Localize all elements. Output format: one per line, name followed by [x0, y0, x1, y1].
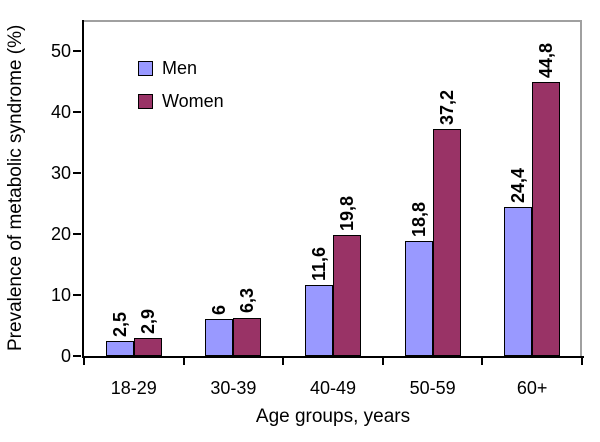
bar-women-50-59: [432, 128, 461, 356]
x-tick-mark: [581, 358, 583, 365]
y-tick-mark: [73, 232, 81, 235]
y-tick-label: 0: [60, 346, 71, 366]
y-tick-label: 30: [50, 162, 71, 183]
bar-women-30-39: [233, 317, 262, 356]
bar-value-label-women-18-29: 2,9: [137, 309, 158, 335]
y-tick-mark: [73, 110, 81, 113]
bar-women-18-29: [133, 338, 162, 356]
bar-women-40-49: [333, 235, 361, 356]
bar-men-50-59: [404, 241, 433, 356]
bar-value-label-women-30-39: 6,3: [237, 288, 258, 314]
bar-men-60+: [504, 206, 533, 356]
bar-value-label-men-60+: 24,4: [508, 167, 529, 203]
x-tick-mark: [83, 358, 85, 365]
bar-men-18-29: [105, 340, 134, 356]
bar-value-label-women-60+: 44,8: [536, 43, 557, 79]
x-category-label: 40-49: [309, 378, 357, 398]
legend-label-women: Women: [162, 91, 224, 111]
x-category-label: 30-39: [210, 378, 257, 398]
y-tick-label: 10: [50, 284, 71, 305]
y-tick-label: 20: [50, 223, 71, 244]
y-tick-mark: [73, 171, 81, 174]
bar-men-40-49: [305, 285, 333, 356]
x-axis-line: [82, 356, 584, 358]
legend: Men Women: [138, 57, 224, 123]
y-tick-label: 50: [50, 40, 71, 61]
x-category-label: 60+: [516, 378, 548, 398]
bar-women-60+: [532, 82, 561, 356]
bar-value-label-men-50-59: 18,8: [408, 202, 429, 238]
x-tick-mark: [381, 358, 384, 365]
bar-value-label-men-30-39: 6: [209, 305, 230, 316]
x-tick-mark: [282, 358, 285, 365]
y-axis-title: Prevalence of metabolic syndrome (%): [5, 24, 26, 352]
y-tick-label: 40: [50, 101, 71, 122]
legend-item-men: Men: [138, 57, 224, 79]
women-color-swatch: [138, 93, 153, 109]
y-tick-mark: [73, 355, 81, 357]
bar-men-30-39: [205, 319, 234, 356]
bar-value-label-men-18-29: 2,5: [109, 311, 130, 337]
y-tick-mark: [73, 293, 81, 296]
legend-item-women: Women: [138, 90, 224, 112]
y-tick-mark: [73, 49, 81, 52]
plot-area: 0 10 20 30 40 50 18-29 30-39 40-49 50-59 60+ 2,5 6 11…: [51, 20, 584, 398]
x-category-label: 50-59: [409, 378, 456, 398]
x-category-label: 18-29: [110, 378, 157, 398]
x-axis-title: Age groups, years: [255, 406, 411, 427]
bar-value-label-women-40-49: 19,8: [337, 196, 357, 232]
bar-value-label-women-50-59: 37,2: [436, 89, 457, 125]
y-axis-line: [82, 20, 84, 358]
men-color-swatch: [138, 60, 153, 76]
legend-label-men: Men: [162, 58, 198, 78]
x-tick-mark: [182, 358, 185, 365]
x-tick-mark: [481, 358, 484, 365]
plot-frame: [84, 20, 582, 356]
bar-value-label-men-40-49: 11,6: [309, 247, 329, 282]
